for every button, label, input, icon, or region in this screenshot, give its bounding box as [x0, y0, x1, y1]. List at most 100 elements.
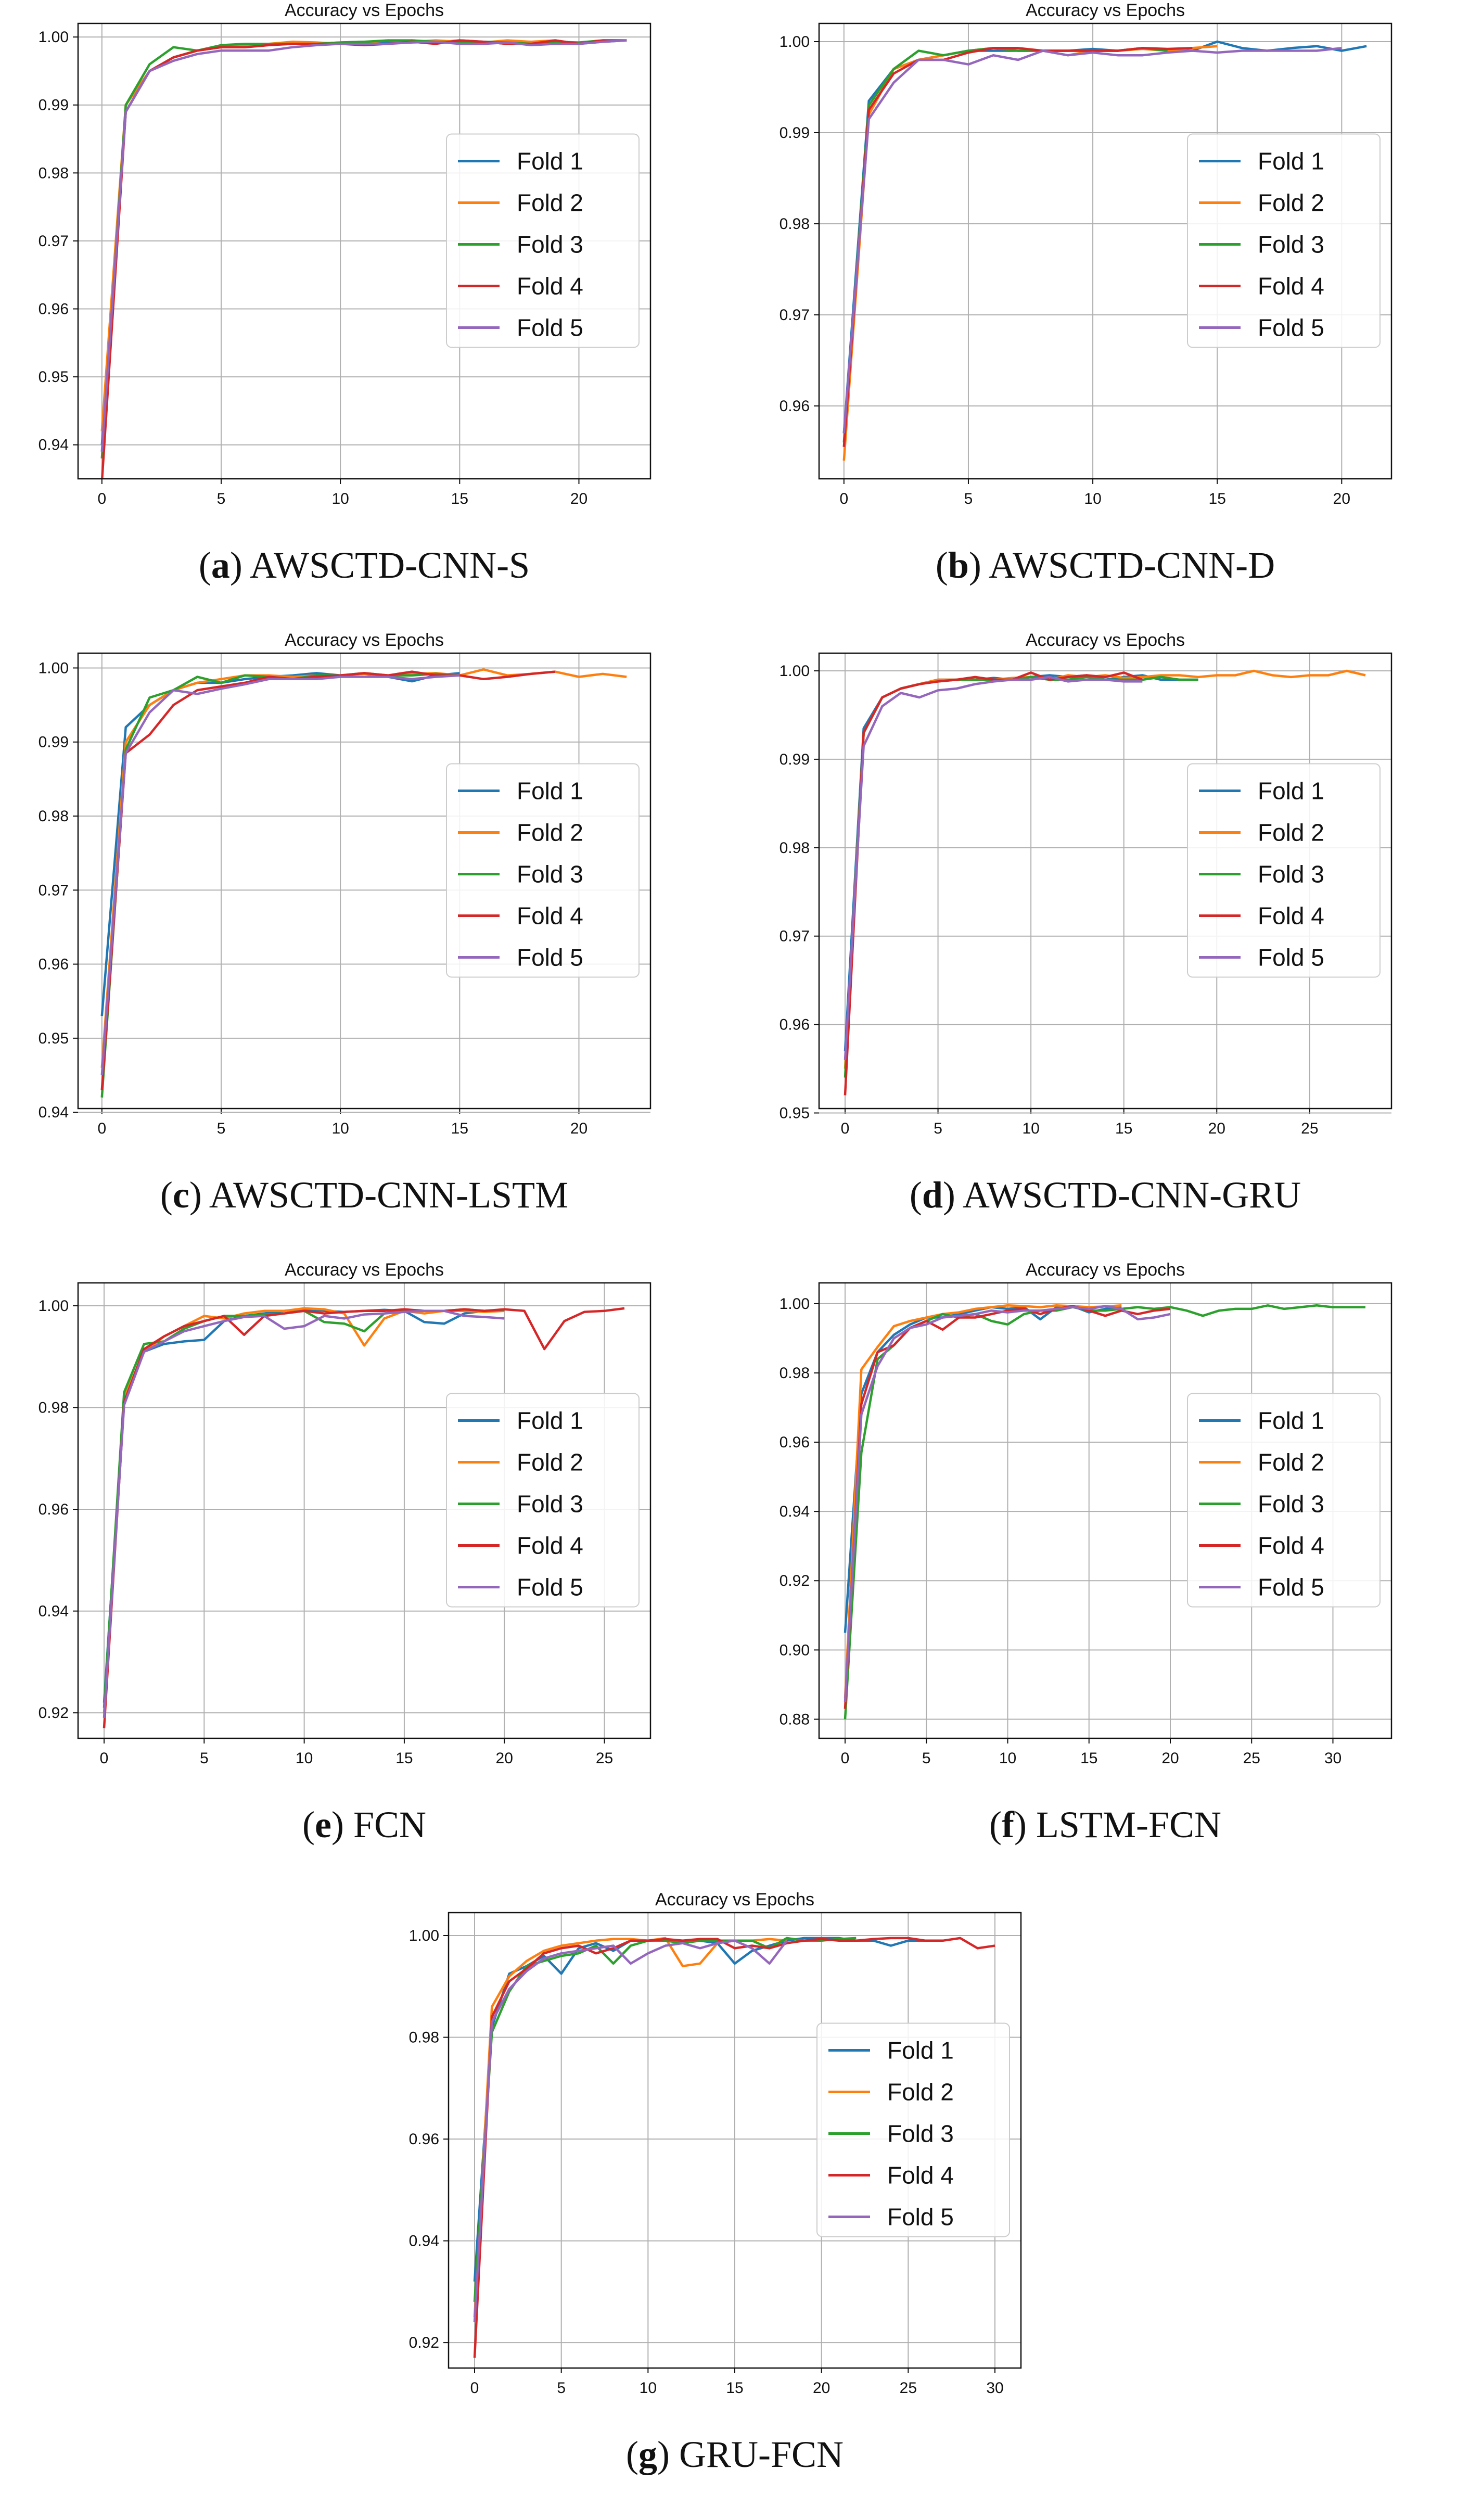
legend-label-fold-3: Fold 3 [517, 1491, 583, 1518]
y-tick-label: 0.96 [780, 398, 810, 415]
series-line-fold-4 [100, 39, 627, 479]
x-tick-label: 10 [1022, 1120, 1039, 1137]
legend-label-fold-1: Fold 1 [1258, 778, 1324, 805]
x-tick-label: 5 [964, 490, 973, 507]
legend-label-fold-2: Fold 2 [517, 819, 583, 846]
chart-panel-c: Accuracy vs Epochs 0 5 10 15 20 0.94 0.95 0.96 0.… [0, 630, 741, 1259]
y-tick-label: 0.96 [409, 2131, 439, 2148]
y-tick-label: 0.94 [39, 1104, 69, 1121]
x-tick-label: 10 [331, 490, 349, 507]
caption-text: GRU-FCN [679, 2434, 844, 2475]
x-tick-label: 0 [97, 1120, 106, 1137]
series-line-fold-4 [842, 47, 1193, 447]
x-tick-label: 20 [1161, 1750, 1179, 1767]
chart-caption: (b) AWSCTD-CNN-D [935, 544, 1275, 586]
y-tick-label: 0.98 [39, 808, 69, 825]
x-tick-label: 10 [1084, 490, 1101, 507]
legend-label-fold-4: Fold 4 [1258, 1532, 1324, 1559]
series-line-fold-2 [844, 1304, 1122, 1699]
chart-title: Accuracy vs Epochs [1026, 1, 1185, 20]
legend-box [446, 763, 640, 978]
legend-box [1187, 763, 1381, 978]
legend-label-fold-5: Fold 5 [517, 314, 583, 341]
chart-svg: Accuracy vs Epochs 0 5 10 15 20 25 30 0.92 0.94 0.… [409, 1890, 1022, 2397]
legend-label-fold-1: Fold 1 [887, 2037, 954, 2064]
legend-label-fold-2: Fold 2 [1258, 189, 1324, 217]
chart-svg: Accuracy vs Epochs 0 5 10 15 20 0.94 0.95 0.96 0.… [39, 1, 651, 507]
x-tick-label: 20 [496, 1750, 513, 1767]
series-line-fold-5 [103, 1309, 505, 1719]
y-tick-label: 0.99 [780, 124, 810, 142]
series-line-fold-4 [844, 671, 1143, 1096]
y-tick-label: 0.96 [39, 1501, 69, 1518]
legend-box [1187, 1393, 1381, 1608]
legend-label-fold-4: Fold 4 [1258, 902, 1324, 930]
legend-label-fold-1: Fold 1 [517, 778, 583, 805]
x-tick-label: 20 [813, 2379, 830, 2397]
x-tick-label: 5 [934, 1120, 942, 1137]
legend-label-fold-5: Fold 5 [1258, 314, 1324, 341]
y-tick-label: 0.94 [39, 1603, 69, 1620]
series-line-fold-5 [844, 676, 1143, 1060]
x-tick-label: 5 [217, 1120, 226, 1137]
y-tick-label: 0.94 [409, 2233, 439, 2250]
y-tick-label: 0.98 [780, 1365, 810, 1382]
y-tick-label: 1.00 [39, 659, 69, 677]
legend-label-fold-5: Fold 5 [887, 2204, 954, 2231]
y-tick-label: 0.97 [780, 307, 810, 324]
legend-label-fold-4: Fold 4 [517, 273, 583, 300]
legend-label-fold-5: Fold 5 [1258, 1574, 1324, 1601]
y-tick-label: 0.97 [39, 233, 69, 250]
legend-label-fold-2: Fold 2 [1258, 1449, 1324, 1476]
caption-text: LSTM-FCN [1036, 1804, 1222, 1846]
caption-letter: f [1001, 1804, 1014, 1846]
series-line-fold-3 [842, 47, 1168, 443]
series-line-fold-1 [844, 1305, 1122, 1633]
caption-letter: g [638, 2434, 657, 2475]
caption-text: FCN [353, 1804, 426, 1846]
chart-caption: (d) AWSCTD-CNN-GRU [909, 1174, 1301, 1216]
x-tick-label: 30 [986, 2379, 1003, 2397]
x-tick-label: 10 [331, 1120, 349, 1137]
caption-text: AWSCTD-CNN-D [988, 544, 1275, 586]
x-tick-label: 0 [97, 490, 106, 507]
x-tick-label: 20 [570, 1120, 587, 1137]
x-tick-label: 10 [999, 1750, 1016, 1767]
series-line-fold-4 [103, 1307, 625, 1728]
chart-svg: Accuracy vs Epochs 0 5 10 15 20 25 30 0.88 0.90 0.… [780, 1260, 1392, 1767]
x-tick-label: 25 [1243, 1750, 1260, 1767]
x-tick-label: 15 [726, 2379, 743, 2397]
caption-letter: d [922, 1174, 943, 1216]
chart-caption: (e) FCN [302, 1804, 426, 1846]
legend-label-fold-3: Fold 3 [1258, 231, 1324, 258]
x-tick-label: 5 [200, 1750, 209, 1767]
y-tick-label: 0.98 [39, 1399, 69, 1417]
caption-text: AWSCTD-CNN-LSTM [209, 1174, 569, 1216]
y-tick-label: 0.96 [780, 1434, 810, 1451]
legend-box [816, 2022, 1010, 2237]
y-tick-label: 1.00 [39, 1297, 69, 1315]
chart-svg: Accuracy vs Epochs 0 5 10 15 20 0.94 0.95 0.96 0.… [39, 630, 651, 1137]
legend-box [1187, 133, 1381, 348]
legend-label-fold-3: Fold 3 [517, 231, 583, 258]
y-tick-label: 0.97 [780, 928, 810, 945]
legend-label-fold-4: Fold 4 [517, 902, 583, 930]
chart-caption: (f) LSTM-FCN [989, 1804, 1222, 1846]
plot-frame [818, 22, 1392, 480]
legend-label-fold-3: Fold 3 [887, 2120, 954, 2147]
chart-title: Accuracy vs Epochs [285, 1, 444, 20]
legend-box [446, 1393, 640, 1608]
y-tick-label: 0.95 [39, 1030, 69, 1047]
y-tick-label: 0.96 [39, 301, 69, 318]
x-tick-label: 30 [1324, 1750, 1342, 1767]
chart-panel-f: Accuracy vs Epochs 0 5 10 15 20 25 30 0.88 0.90 0.… [741, 1259, 1482, 1889]
series-line-fold-3 [844, 676, 1198, 1078]
legend-label-fold-1: Fold 1 [1258, 1407, 1324, 1434]
series-line-fold-5 [100, 39, 627, 452]
chart-caption: (a) AWSCTD-CNN-S [198, 544, 530, 586]
caption-letter: b [948, 544, 969, 586]
x-tick-label: 0 [470, 2379, 479, 2397]
x-tick-label: 15 [451, 490, 468, 507]
chart-svg: Accuracy vs Epochs 0 5 10 15 20 0.96 0.97 0.98 0.… [780, 1, 1392, 507]
caption-text: AWSCTD-CNN-S [249, 544, 530, 586]
